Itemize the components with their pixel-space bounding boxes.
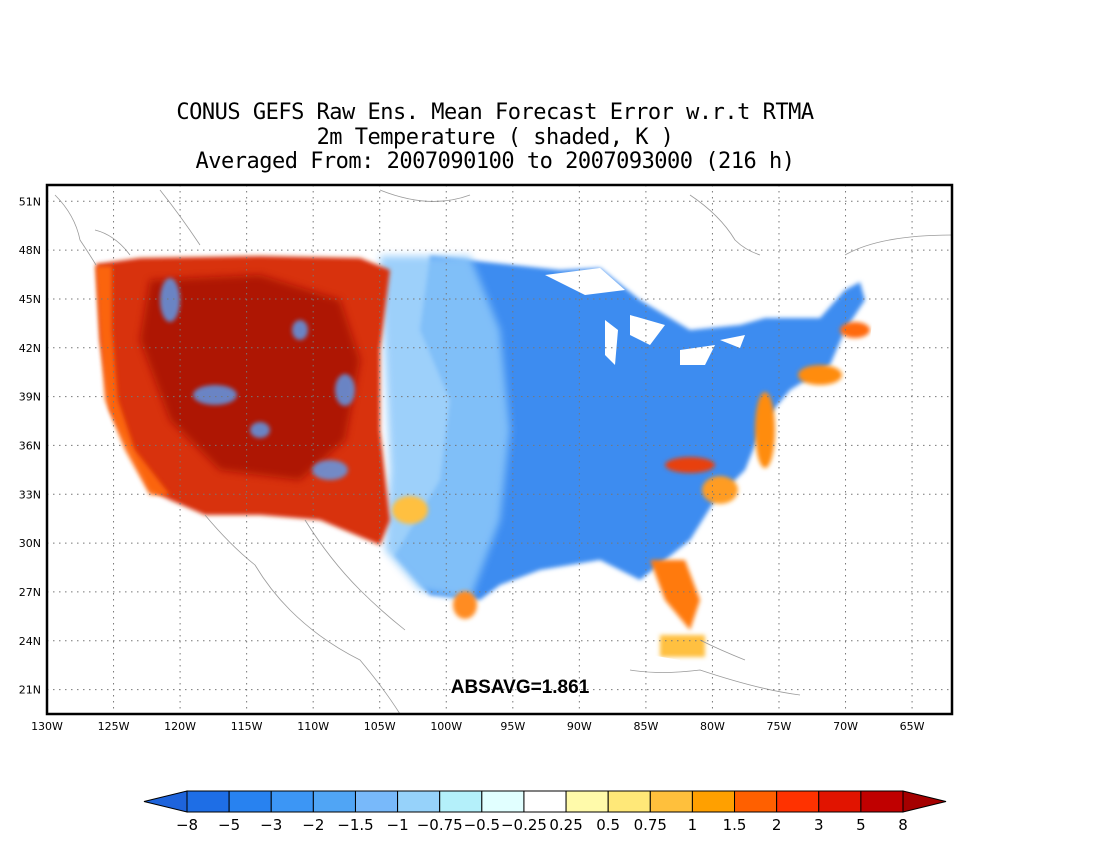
colorbar-label: −0.5: [464, 816, 500, 834]
east-warm-patches: [392, 322, 870, 657]
colorbar-label: 0.5: [596, 816, 620, 834]
longitude-tick-label: 115W: [231, 720, 263, 733]
longitude-tick-label: 75W: [767, 720, 792, 733]
longitude-tick-labels: 130W 125W 120W 115W 110W 105W 100W 95W 90W 85W 80W…: [31, 720, 925, 733]
longitude-tick-label: 65W: [900, 720, 925, 733]
longitude-tick-label: 80W: [700, 720, 725, 733]
colorbar-label: −8: [176, 816, 198, 834]
gridlines: [47, 185, 952, 714]
colorbar-swatch: [312, 790, 356, 813]
colorbar-swatch: [902, 790, 947, 813]
colorbar-label: −2: [302, 816, 324, 834]
latitude-tick-label: 21N: [19, 684, 41, 697]
colorbar: [143, 790, 947, 813]
latitude-tick-label: 48N: [19, 244, 41, 257]
water-bodies: [420, 230, 952, 714]
colorbar-label: 1.5: [723, 816, 747, 834]
map-layer: [54, 189, 952, 714]
latitude-tick-label: 24N: [19, 635, 41, 648]
west-cold-patches: [160, 278, 355, 480]
colorbar-label: 5: [856, 816, 866, 834]
latitude-tick-label: 45N: [19, 293, 41, 306]
colorbar-label: −0.25: [501, 816, 547, 834]
colorbar-swatch: [481, 790, 525, 813]
latitude-tick-label: 30N: [19, 537, 41, 550]
colorbar-label: −0.75: [417, 816, 463, 834]
colorbar-swatch: [818, 790, 862, 813]
colorbar-label: 0.75: [634, 816, 667, 834]
colorbar-swatch: [143, 790, 188, 813]
colorbar-label: −1: [387, 816, 409, 834]
colorbar-swatch: [691, 790, 736, 813]
colorbar-swatch: [397, 790, 441, 813]
longitude-tick-label: 125W: [98, 720, 130, 733]
colorbar-swatch: [270, 790, 314, 813]
absavg-annotation: ABSAVG=1.861: [451, 677, 590, 698]
continent-outlines: [54, 189, 952, 714]
longitude-tick-label: 100W: [430, 720, 462, 733]
colorbar-label: −1.5: [337, 816, 373, 834]
longitude-tick-label: 70W: [833, 720, 858, 733]
longitude-tick-label: 95W: [500, 720, 525, 733]
latitude-tick-label: 51N: [19, 195, 41, 208]
colorbar-label: 1: [688, 816, 698, 834]
colorbar-label: −5: [218, 816, 240, 834]
colorbar-swatch: [186, 790, 230, 813]
colorbar-swatch: [607, 790, 651, 813]
longitude-tick-label: 110W: [297, 720, 329, 733]
colorbar-label: 2: [772, 816, 782, 834]
latitude-tick-label: 42N: [19, 342, 41, 355]
colorbar-swatch: [776, 790, 820, 813]
title-line-3: Averaged From: 2007090100 to 2007093000 …: [195, 149, 795, 174]
colorbar-label: 0.25: [549, 816, 582, 834]
colorbar-swatch: [565, 790, 609, 813]
latitude-tick-label: 36N: [19, 439, 41, 452]
coastal-warm-band: [96, 266, 170, 495]
colorbar-swatch: [523, 790, 567, 813]
latitude-tick-label: 33N: [19, 488, 41, 501]
colorbar-swatch: [649, 790, 693, 813]
colorbar-label: 8: [898, 816, 908, 834]
longitude-tick-label: 120W: [164, 720, 196, 733]
latitude-tick-labels: 21N 24N 27N 30N 33N 36N 39N 42N 45N 48N 51N: [19, 195, 41, 696]
longitude-tick-label: 90W: [567, 720, 592, 733]
latitude-tick-label: 39N: [19, 391, 41, 404]
longitude-tick-label: 85W: [633, 720, 658, 733]
longitude-tick-label: 105W: [364, 720, 396, 733]
colorbar-swatch: [439, 790, 483, 813]
colorbar-swatch: [860, 790, 904, 813]
longitude-tick-label: 130W: [31, 720, 63, 733]
latitude-tick-label: 27N: [19, 586, 41, 599]
colorbar-swatch: [734, 790, 778, 813]
colorbar-label: 3: [814, 816, 824, 834]
title-line-1: CONUS GEFS Raw Ens. Mean Forecast Error …: [176, 100, 814, 125]
colorbar-swatch: [354, 790, 399, 813]
colorbar-swatch: [228, 790, 272, 813]
colorbar-labels: −8 −5 −3 −2 −1.5 −1 −0.75 −0.5 −0.25 0.25 0.5 0.75 1…: [176, 816, 908, 834]
colorbar-label: −3: [260, 816, 282, 834]
title-line-2: 2m Temperature ( shaded, K ): [316, 125, 674, 150]
plot-frame: [45, 183, 954, 716]
